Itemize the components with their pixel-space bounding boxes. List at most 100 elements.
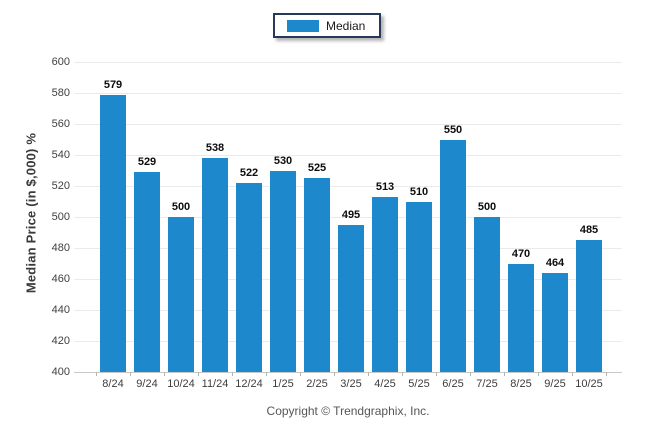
bar xyxy=(168,217,194,372)
bar-group: 500 10/24 xyxy=(164,62,198,390)
x-axis-tick xyxy=(232,372,233,376)
bar-series-median: 579 8/24 529 9/24 500 10/24 538 11/24 522 12/24 53… xyxy=(96,62,606,390)
x-tick-label: 11/24 xyxy=(201,378,229,390)
bar-value-label: 513 xyxy=(375,180,395,193)
y-tick-label: 540 xyxy=(51,148,70,161)
x-axis-tick xyxy=(606,372,607,376)
bar-group: 513 4/25 xyxy=(368,62,402,390)
gridline xyxy=(74,371,622,373)
bar xyxy=(134,172,160,372)
bar xyxy=(372,196,398,372)
bar-group: 529 9/24 xyxy=(130,62,164,390)
bar-value-label: 500 xyxy=(477,201,497,213)
y-axis-tick-labels: 400 420 440 460 480 500 520 540 560 580 600 xyxy=(0,56,70,378)
bar-group: 500 7/25 xyxy=(470,62,504,390)
x-axis-tick xyxy=(198,372,199,376)
y-tick-label: 420 xyxy=(51,334,70,347)
x-tick-label: 10/24 xyxy=(167,378,195,390)
x-tick-label: 2/25 xyxy=(306,378,328,390)
y-tick-label: 440 xyxy=(51,303,70,316)
bar xyxy=(270,170,296,372)
x-axis-tick xyxy=(402,372,403,376)
x-axis-tick xyxy=(368,372,369,376)
bar xyxy=(542,272,568,372)
bar xyxy=(304,178,330,372)
legend-swatch-median xyxy=(287,19,319,32)
x-axis-tick xyxy=(164,372,165,376)
x-tick-label: 4/25 xyxy=(374,378,396,390)
bar-value-label: 522 xyxy=(239,166,259,179)
x-axis-tick xyxy=(130,372,131,376)
bar-value-label: 495 xyxy=(341,208,361,221)
bar-group: 538 11/24 xyxy=(198,62,232,390)
bar-value-label: 510 xyxy=(409,185,429,198)
x-axis-tick xyxy=(436,372,437,376)
bar-value-label: 529 xyxy=(137,156,157,169)
x-tick-label: 7/25 xyxy=(476,378,498,390)
y-tick-label: 460 xyxy=(51,272,70,285)
gridline xyxy=(74,92,622,94)
bar xyxy=(338,224,364,372)
bar xyxy=(440,139,466,372)
gridline xyxy=(74,216,622,218)
x-tick-label: 8/25 xyxy=(510,378,532,390)
bar-group: 470 8/25 xyxy=(504,62,538,390)
bar-value-label: 579 xyxy=(103,78,123,91)
bar-group: 530 1/25 xyxy=(266,62,300,390)
bar xyxy=(474,217,500,372)
bar-group: 525 2/25 xyxy=(300,62,334,390)
bar-value-label: 530 xyxy=(273,154,293,167)
bar-group: 485 10/25 xyxy=(572,62,606,390)
bar-group: 495 3/25 xyxy=(334,62,368,390)
x-axis-tick xyxy=(538,372,539,376)
bar xyxy=(406,201,432,372)
x-tick-label: 10/25 xyxy=(575,378,603,390)
y-tick-label: 520 xyxy=(51,179,70,192)
bar-value-label: 500 xyxy=(171,201,191,213)
plot-area: 579 8/24 529 9/24 500 10/24 538 11/24 522 12/24 53… xyxy=(74,61,622,390)
gridline xyxy=(74,123,622,125)
legend-label-median: Median xyxy=(326,18,366,33)
y-tick-label: 600 xyxy=(51,55,70,68)
x-tick-label: 9/24 xyxy=(136,378,158,390)
bar xyxy=(576,240,602,372)
x-tick-label: 8/24 xyxy=(102,378,124,390)
y-tick-label: 480 xyxy=(51,241,70,254)
bar-value-label: 470 xyxy=(511,247,531,260)
bar xyxy=(236,182,262,372)
x-tick-label: 12/24 xyxy=(235,378,263,390)
x-axis-tick xyxy=(266,372,267,376)
gridline xyxy=(74,154,622,156)
x-axis-tick xyxy=(334,372,335,376)
x-axis-tick xyxy=(572,372,573,376)
x-axis-tick xyxy=(300,372,301,376)
legend: Median xyxy=(273,13,382,38)
copyright-text: Copyright © Trendgraphix, Inc. xyxy=(266,404,430,418)
x-tick-label: 3/25 xyxy=(340,378,362,390)
bar-value-label: 538 xyxy=(205,142,225,155)
x-axis-tick xyxy=(470,372,471,376)
y-tick-label: 580 xyxy=(51,86,70,99)
bar-group: 522 12/24 xyxy=(232,62,266,390)
x-axis-tick xyxy=(504,372,505,376)
bar-value-label: 525 xyxy=(307,162,327,175)
gridline xyxy=(74,185,622,187)
gridline xyxy=(74,61,622,63)
y-tick-label: 560 xyxy=(51,117,70,130)
bar xyxy=(202,158,228,372)
x-axis-tick xyxy=(96,372,97,376)
x-tick-label: 9/25 xyxy=(544,378,566,390)
bar xyxy=(100,94,126,372)
bar xyxy=(508,263,534,372)
x-tick-label: 5/25 xyxy=(408,378,430,390)
bar-group: 510 5/25 xyxy=(402,62,436,390)
x-tick-label: 6/25 xyxy=(442,378,464,390)
bar-group: 579 8/24 xyxy=(96,62,130,390)
bar-group: 550 6/25 xyxy=(436,62,470,390)
x-tick-label: 1/25 xyxy=(272,378,294,390)
bar-value-label: 550 xyxy=(443,123,463,136)
y-tick-label: 500 xyxy=(51,210,70,223)
bar-value-label: 464 xyxy=(545,256,565,269)
bar-group: 464 9/25 xyxy=(538,62,572,390)
